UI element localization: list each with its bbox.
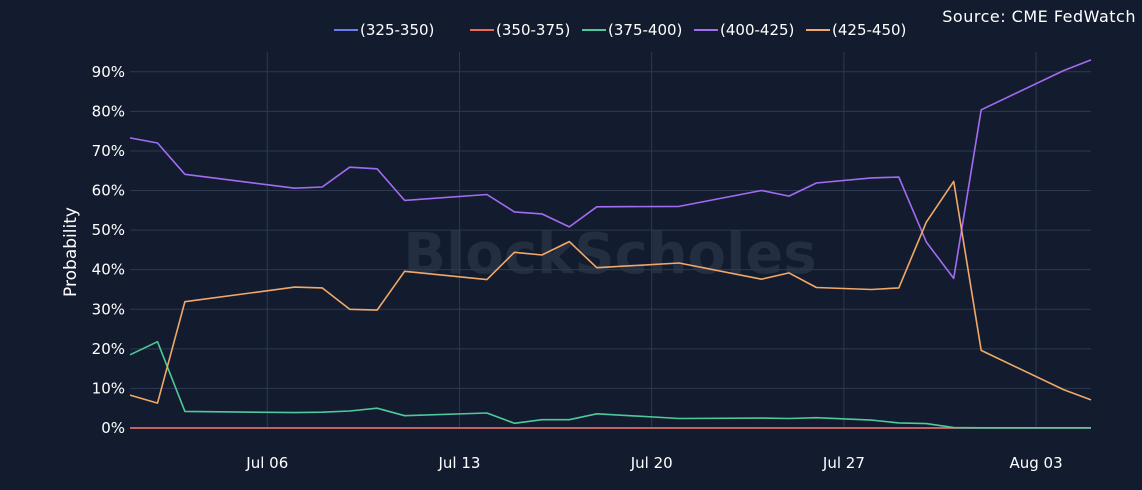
y-tick-label: 40% xyxy=(92,261,125,279)
y-tick-label: 20% xyxy=(92,340,125,358)
x-tick-label: Jul 06 xyxy=(245,454,288,472)
legend-label: (375-400) xyxy=(608,21,682,39)
legend-item: (350-375) xyxy=(470,21,570,39)
x-tick-label: Aug 03 xyxy=(1010,454,1063,472)
legend-label: (425-450) xyxy=(832,21,906,39)
y-axis-title: Probability xyxy=(61,207,81,297)
y-axis-ticks: 0% 10% 20% 30% 40% 50% 60% 70% 80% 90% xyxy=(92,63,125,437)
y-gridlines xyxy=(130,71,1091,429)
series-line-425-450 xyxy=(129,180,1092,404)
y-tick-label: 0% xyxy=(101,419,125,437)
y-tick-label: 60% xyxy=(92,182,125,200)
series-lines xyxy=(129,59,1092,429)
source-label: Source: CME FedWatch xyxy=(942,7,1136,26)
x-tick-label: Jul 27 xyxy=(822,454,865,472)
legend-item: (400-425) xyxy=(694,21,794,39)
y-tick-label: 70% xyxy=(92,142,125,160)
legend-item: (325-350) xyxy=(334,21,434,39)
y-tick-label: 30% xyxy=(92,300,125,318)
y-tick-label: 80% xyxy=(92,102,125,120)
x-tick-label: Jul 20 xyxy=(630,454,673,472)
legend-item: (375-400) xyxy=(582,21,682,39)
x-axis-ticks: Jul 06 Jul 13 Jul 20 Jul 27 Aug 03 xyxy=(245,454,1062,472)
y-tick-label: 90% xyxy=(92,63,125,81)
x-tick-label: Jul 13 xyxy=(438,454,481,472)
legend-label: (325-350) xyxy=(360,21,434,39)
series-line-375-400 xyxy=(129,340,1091,429)
legend: (325-350) (350-375) (375-400) (400-425) (425… xyxy=(334,21,906,39)
series-line-400-425 xyxy=(129,59,1092,280)
x-gridlines xyxy=(266,52,1037,428)
legend-label: (400-425) xyxy=(720,21,794,39)
y-tick-label: 10% xyxy=(92,379,125,397)
legend-label: (350-375) xyxy=(496,21,570,39)
y-tick-label: 50% xyxy=(92,221,125,239)
legend-item: (425-450) xyxy=(806,21,906,39)
